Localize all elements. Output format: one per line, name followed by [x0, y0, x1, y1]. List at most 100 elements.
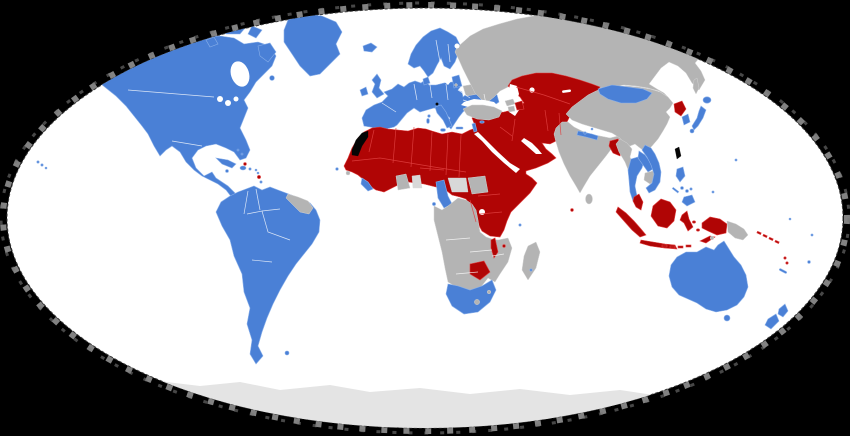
- region-guinea-bissau: [345, 170, 351, 176]
- region-tasmania: [723, 314, 731, 322]
- region-lesser-sunda-2: [669, 245, 676, 249]
- region-falklands: [284, 350, 290, 356]
- white-sea: [454, 43, 460, 49]
- gulf-of-aden: [526, 165, 550, 175]
- region-fiji: [807, 260, 811, 264]
- great-lake-3: [233, 96, 239, 102]
- region-japan-kyushu: [689, 128, 695, 134]
- region-hawaii-1: [36, 160, 40, 164]
- region-palau: [711, 190, 715, 194]
- region-seychelles: [518, 223, 522, 227]
- region-lesotho: [474, 299, 480, 305]
- region-solomon-4: [774, 239, 780, 244]
- region-bahamas-2: [240, 152, 244, 156]
- region-south-korea: [681, 113, 691, 126]
- region-maluku-2: [696, 228, 700, 232]
- region-western-sahara: [351, 130, 369, 157]
- region-central-southern-africa: [433, 197, 513, 293]
- lake-tibet-1: [583, 131, 587, 135]
- region-hispaniola: [239, 165, 247, 171]
- region-north-korea: [673, 100, 687, 117]
- region-south-africa: [445, 279, 497, 315]
- region-europe-mainland: [361, 79, 500, 130]
- region-antilles-blue-2: [256, 171, 260, 175]
- region-armenia: [507, 105, 516, 113]
- great-lake-2: [225, 100, 231, 106]
- region-cape-verde: [335, 167, 339, 171]
- region-puerto-rico: [248, 167, 252, 171]
- region-denmark: [422, 76, 431, 86]
- region-solomon-2: [762, 233, 768, 238]
- region-kaliningrad: [454, 83, 458, 87]
- region-vanuatu-2: [785, 261, 789, 265]
- great-lake-1: [217, 96, 223, 102]
- region-zimbabwe: [469, 260, 491, 281]
- region-micronesia-dot: [788, 217, 792, 221]
- region-antilles-red-1: [243, 162, 247, 166]
- region-vanuatu-1: [783, 256, 787, 260]
- region-newfoundland: [269, 75, 275, 81]
- region-united-kingdom: [371, 73, 385, 99]
- region-jamaica: [225, 169, 229, 173]
- region-crete: [455, 126, 464, 130]
- region-south-america: [215, 185, 321, 365]
- region-new-caledonia: [779, 268, 787, 274]
- country-borders-red: [351, 86, 571, 223]
- region-philippines-mindanao: [681, 194, 696, 207]
- region-mongolia: [597, 84, 653, 104]
- region-sardinia: [426, 118, 430, 124]
- hudson-bay: [230, 61, 250, 87]
- region-vietnam: [641, 144, 662, 194]
- region-corsica: [427, 114, 431, 118]
- red-sea: [474, 132, 520, 173]
- region-baffin-island: [257, 42, 277, 63]
- region-iceland-shape: [362, 42, 378, 53]
- country-borders-light: [127, 39, 505, 275]
- region-java: [639, 239, 678, 250]
- region-solomon-1: [756, 230, 762, 235]
- region-sierra-leone: [360, 177, 374, 192]
- region-sicily: [440, 128, 446, 132]
- region-japan-hokkaido: [702, 96, 712, 104]
- region-maldives: [570, 208, 574, 212]
- region-sumatra: [615, 206, 647, 238]
- region-maluku-1: [692, 220, 696, 224]
- lake-tibet-2: [590, 127, 594, 131]
- region-philippines-visayas-1: [680, 186, 684, 190]
- region-lesser-sunda-4: [685, 244, 692, 248]
- region-guianas: [285, 193, 314, 215]
- region-new-zealand-south: [764, 313, 780, 330]
- region-antilles-blue-1: [254, 168, 258, 172]
- region-south-sudan: [467, 175, 489, 195]
- region-taiwan: [674, 146, 682, 160]
- region-cuba: [215, 157, 237, 169]
- region-bahamas-1: [236, 148, 240, 152]
- region-madagascar: [521, 241, 541, 281]
- region-hawaii-3: [44, 166, 48, 170]
- region-new-zealand-north: [777, 303, 789, 318]
- region-solomon-3: [768, 236, 774, 241]
- region-philippines-luzon: [675, 166, 686, 183]
- region-arctic-islands-2: [247, 25, 263, 39]
- region-palawan: [671, 186, 680, 194]
- region-sakhalin: [692, 77, 700, 95]
- region-ghana: [411, 174, 423, 189]
- region-italy: [434, 104, 453, 129]
- region-alpine-microstate-dot: [435, 102, 439, 106]
- region-trinidad: [259, 180, 263, 184]
- region-comoros: [502, 244, 506, 248]
- region-sri-lanka: [585, 193, 593, 205]
- region-sulawesi: [679, 210, 694, 232]
- baltic-sea: [434, 70, 452, 85]
- region-scandinavia: [407, 27, 461, 78]
- region-cyprus: [479, 120, 485, 124]
- region-papua-new-guinea: [726, 220, 749, 241]
- region-eswatini: [486, 289, 492, 295]
- region-laos: [637, 150, 654, 173]
- region-lesser-sunda-3: [677, 245, 684, 249]
- region-arctic-islands-3: [205, 36, 219, 48]
